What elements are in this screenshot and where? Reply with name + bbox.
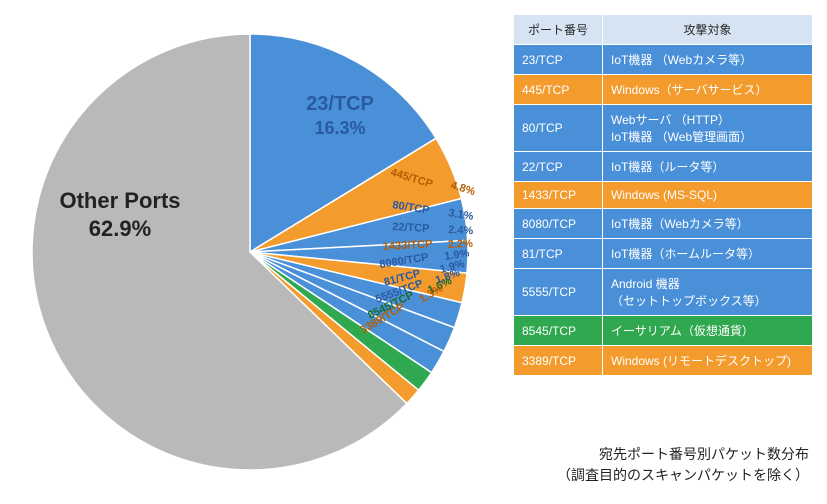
caption-line1: 宛先ポート番号別パケット数分布: [557, 444, 809, 465]
cell-port: 22/TCP: [514, 152, 603, 182]
label-other-title: Other Ports: [59, 188, 180, 213]
port-table: ポート番号 攻撃対象 23/TCPIoT機器 （Webカメラ等）445/TCPW…: [513, 14, 813, 376]
cell-target: Webサーバ （HTTP）IoT機器 （Web管理画面）: [603, 105, 813, 152]
cell-port: 23/TCP: [514, 45, 603, 75]
cell-target: IoT機器 （Webカメラ等）: [603, 45, 813, 75]
table-row: 445/TCPWindows（サーバサービス）: [514, 75, 813, 105]
table-row: 8545/TCPイーサリアム（仮想通貨）: [514, 316, 813, 346]
table-row: 5555/TCPAndroid 機器（セットトップボックス等）: [514, 269, 813, 316]
cell-target: イーサリアム（仮想通貨）: [603, 316, 813, 346]
cell-target: IoT機器（ホームルータ等）: [603, 239, 813, 269]
label-other-pct: 62.9%: [89, 216, 151, 241]
cell-target: Windows (リモートデスクトップ): [603, 346, 813, 376]
caption-line2: （調査目的のスキャンパケットを除く）: [557, 465, 809, 486]
cell-port: 8545/TCP: [514, 316, 603, 346]
cell-port: 445/TCP: [514, 75, 603, 105]
cell-port: 81/TCP: [514, 239, 603, 269]
table-row: 80/TCPWebサーバ （HTTP）IoT機器 （Web管理画面）: [514, 105, 813, 152]
pie-chart: Other Ports 62.9% 23/TCP 16.3% 445/TCP 4…: [0, 0, 500, 504]
label-23-title: 23/TCP: [306, 93, 374, 115]
label-22-pct: 2.4%: [448, 224, 474, 237]
table-row: 23/TCPIoT機器 （Webカメラ等）: [514, 45, 813, 75]
table-row: 8080/TCPIoT機器（Webカメラ等）: [514, 209, 813, 239]
cell-port: 80/TCP: [514, 105, 603, 152]
cell-target: Windows（サーバサービス）: [603, 75, 813, 105]
label-23-pct: 16.3%: [314, 118, 365, 138]
pie-svg: Other Ports 62.9% 23/TCP 16.3% 445/TCP 4…: [0, 0, 500, 504]
cell-target: Android 機器（セットトップボックス等）: [603, 269, 813, 316]
port-table-area: ポート番号 攻撃対象 23/TCPIoT機器 （Webカメラ等）445/TCPW…: [513, 14, 813, 376]
cell-port: 8080/TCP: [514, 209, 603, 239]
caption: 宛先ポート番号別パケット数分布 （調査目的のスキャンパケットを除く）: [557, 444, 809, 486]
cell-port: 1433/TCP: [514, 182, 603, 209]
root: Other Ports 62.9% 23/TCP 16.3% 445/TCP 4…: [0, 0, 827, 504]
th-target: 攻撃対象: [603, 15, 813, 45]
cell-target: Windows (MS-SQL): [603, 182, 813, 209]
cell-port: 3389/TCP: [514, 346, 603, 376]
cell-target: IoT機器（Webカメラ等）: [603, 209, 813, 239]
th-port: ポート番号: [514, 15, 603, 45]
table-row: 1433/TCPWindows (MS-SQL): [514, 182, 813, 209]
table-row: 3389/TCPWindows (リモートデスクトップ): [514, 346, 813, 376]
cell-target: IoT機器（ルータ等）: [603, 152, 813, 182]
table-row: 22/TCPIoT機器（ルータ等）: [514, 152, 813, 182]
table-header-row: ポート番号 攻撃対象: [514, 15, 813, 45]
cell-port: 5555/TCP: [514, 269, 603, 316]
label-22: 22/TCP: [392, 221, 430, 235]
table-row: 81/TCPIoT機器（ホームルータ等）: [514, 239, 813, 269]
